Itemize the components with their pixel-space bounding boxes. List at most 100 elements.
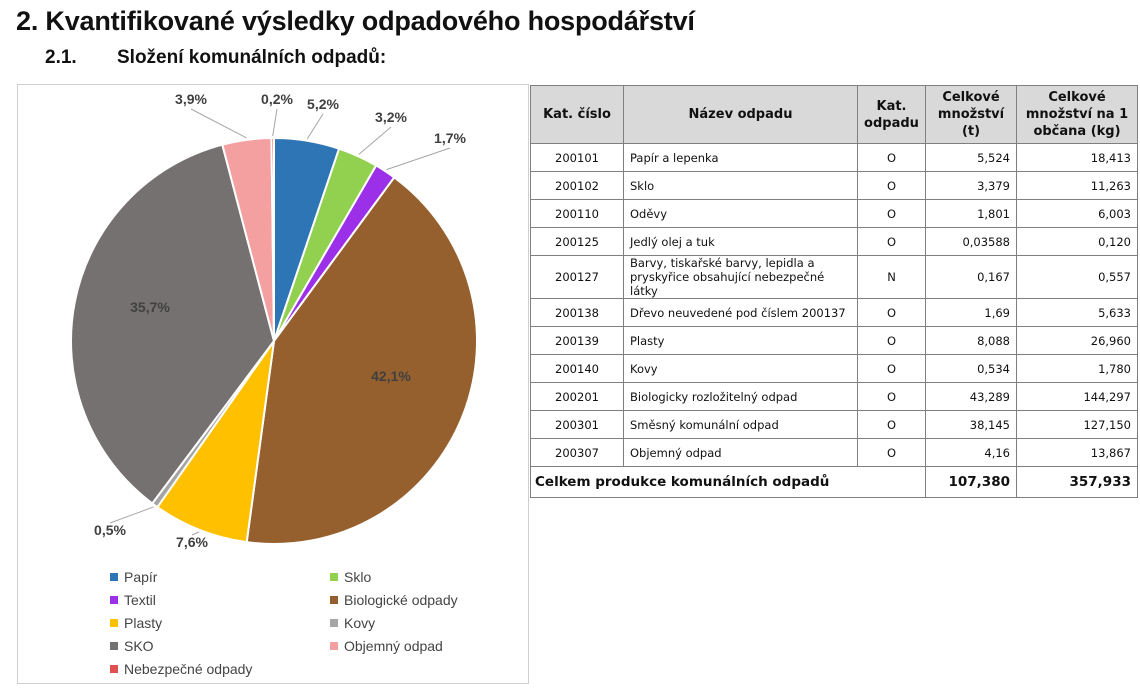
table-row: 200139 Plasty O 8,088 26,960 [530, 326, 1138, 355]
cell-per-capita: 18,413 [1016, 143, 1138, 172]
table-row: 200101 Papír a lepenka O 5,524 18,413 [530, 143, 1138, 172]
cell-total: 0,534 [925, 354, 1017, 383]
cell-total: 1,69 [925, 298, 1017, 327]
legend-swatch [330, 573, 338, 581]
cell-category: O [857, 326, 926, 355]
legend-label: Biologické odpady [344, 592, 458, 608]
pie-chart-panel: 5,2% 3,2% 1,7% 42,1% 7,6% 0,5% 35,7% 3,9% 0,2% P… [17, 84, 529, 684]
pie-label-objemny-odpad: 3,9% [175, 91, 207, 107]
cell-total: 3,379 [925, 171, 1017, 200]
cell-code: 200140 [530, 354, 624, 383]
cell-per-capita: 5,633 [1016, 298, 1138, 327]
legend-item-biologicke-odpady: Biologické odpady [330, 592, 458, 608]
table-row: 200140 Kovy O 0,534 1,780 [530, 354, 1138, 383]
header-per-capita: Celkové množství na 1 občana (kg) [1016, 85, 1138, 144]
cell-name: Sklo [623, 171, 858, 200]
cell-total: 0,03588 [925, 227, 1017, 256]
cell-per-capita: 13,867 [1016, 438, 1138, 467]
section-title: Složení komunálních odpadů: [117, 47, 387, 68]
legend-swatch [330, 619, 338, 627]
pie-label-biologicke-odpady: 42,1% [371, 368, 411, 384]
cell-category: O [857, 354, 926, 383]
cell-code: 200138 [530, 298, 624, 327]
cell-total: 1,801 [925, 199, 1017, 228]
leader-line-plasty [191, 531, 200, 536]
cell-category: O [857, 143, 926, 172]
header-name: Název odpadu [623, 85, 858, 144]
cell-per-capita: 0,557 [1016, 255, 1138, 299]
cell-category: N [857, 255, 926, 299]
total-label: Celkem produkce komunálních odpadů [530, 466, 926, 498]
legend-item-nebezpecne-odpady: Nebezpečné odpady [110, 661, 252, 677]
section-number: 2.1. [45, 47, 77, 68]
cell-category: O [857, 171, 926, 200]
table-row: 200127 Barvy, tiskařské barvy, lepidla a… [530, 255, 1138, 299]
cell-per-capita: 26,960 [1016, 326, 1138, 355]
total-amount: 107,380 [925, 466, 1017, 498]
legend-item-textil: Textil [110, 592, 156, 608]
table-row: 200138 Dřevo neuvedené pod číslem 200137… [530, 298, 1138, 327]
cell-per-capita: 0,120 [1016, 227, 1138, 256]
pie-label-papir: 5,2% [307, 96, 339, 112]
legend-label: Plasty [124, 615, 163, 631]
cell-name: Plasty [623, 326, 858, 355]
cell-category: O [857, 410, 926, 439]
table-header-row: Kat. číslo Název odpadu Kat. odpadu Celk… [530, 85, 1138, 144]
pie-slice-sko [70, 143, 276, 505]
table-row: 200307 Objemný odpad O 4,16 13,867 [530, 438, 1138, 467]
cell-code: 200125 [530, 227, 624, 256]
pie-slice-nebezpecne-odpady [270, 136, 275, 342]
cell-code: 200301 [530, 410, 624, 439]
cell-total: 4,16 [925, 438, 1017, 467]
table-row: 200125 Jedlý olej a tuk O 0,03588 0,120 [530, 227, 1138, 256]
pie-label-sklo: 3,2% [375, 109, 407, 125]
legend-label: Sklo [344, 569, 372, 585]
pie-label-plasty: 7,6% [176, 534, 208, 550]
legend-swatch [110, 642, 118, 650]
cell-code: 200307 [530, 438, 624, 467]
pie-chart: 5,2% 3,2% 1,7% 42,1% 7,6% 0,5% 35,7% 3,9% 0,2% [70, 91, 478, 550]
cell-name: Jedlý olej a tuk [623, 227, 858, 256]
cell-category: O [857, 382, 926, 411]
cell-category: O [857, 199, 926, 228]
pie-label-nebezpecne-odpady: 0,2% [261, 91, 293, 107]
pie-label-kovy: 0,5% [94, 522, 126, 538]
legend-swatch [110, 596, 118, 604]
cell-code: 200201 [530, 382, 624, 411]
legend-label: SKO [124, 638, 154, 654]
legend-label: Nebezpečné odpady [124, 661, 253, 677]
cell-code: 200110 [530, 199, 624, 228]
table-row: 200110 Oděvy O 1,801 6,003 [530, 199, 1138, 228]
legend-swatch [110, 573, 118, 581]
cell-per-capita: 127,150 [1016, 410, 1138, 439]
legend-label: Textil [124, 592, 156, 608]
table-row: 200301 Směsný komunální odpad O 38,145 1… [530, 410, 1138, 439]
legend-item-sklo: Sklo [330, 569, 371, 585]
cell-code: 200127 [530, 255, 624, 299]
header-total: Celkové množství (t) [925, 85, 1017, 144]
table-row: 200102 Sklo O 3,379 11,263 [530, 171, 1138, 200]
cell-name: Barvy, tiskařské barvy, lepidla a prysky… [623, 255, 858, 299]
cell-name: Směsný komunální odpad [623, 410, 858, 439]
cell-code: 200139 [530, 326, 624, 355]
leader-line-textil [386, 147, 451, 171]
leader-line-objemny-odpad [190, 108, 247, 139]
cell-code: 200101 [530, 143, 624, 172]
legend-label: Kovy [344, 615, 376, 631]
legend-label: Objemný odpad [344, 638, 443, 654]
cell-name: Papír a lepenka [623, 143, 858, 172]
leader-line-kovy [109, 506, 154, 524]
legend-swatch [110, 619, 118, 627]
cell-name: Objemný odpad [623, 438, 858, 467]
legend-item-papir: Papír [110, 569, 157, 585]
legend-swatch [330, 596, 338, 604]
table-row: 200201 Biologicky rozložitelný odpad O 4… [530, 382, 1138, 411]
header-category: Kat. odpadu [857, 85, 926, 144]
cell-per-capita: 6,003 [1016, 199, 1138, 228]
cell-category: O [857, 438, 926, 467]
legend-item-kovy: Kovy [330, 615, 375, 631]
pie-slice-plasty [155, 340, 275, 544]
cell-total: 5,524 [925, 143, 1017, 172]
cell-per-capita: 1,780 [1016, 354, 1138, 383]
legend-swatch [330, 642, 338, 650]
